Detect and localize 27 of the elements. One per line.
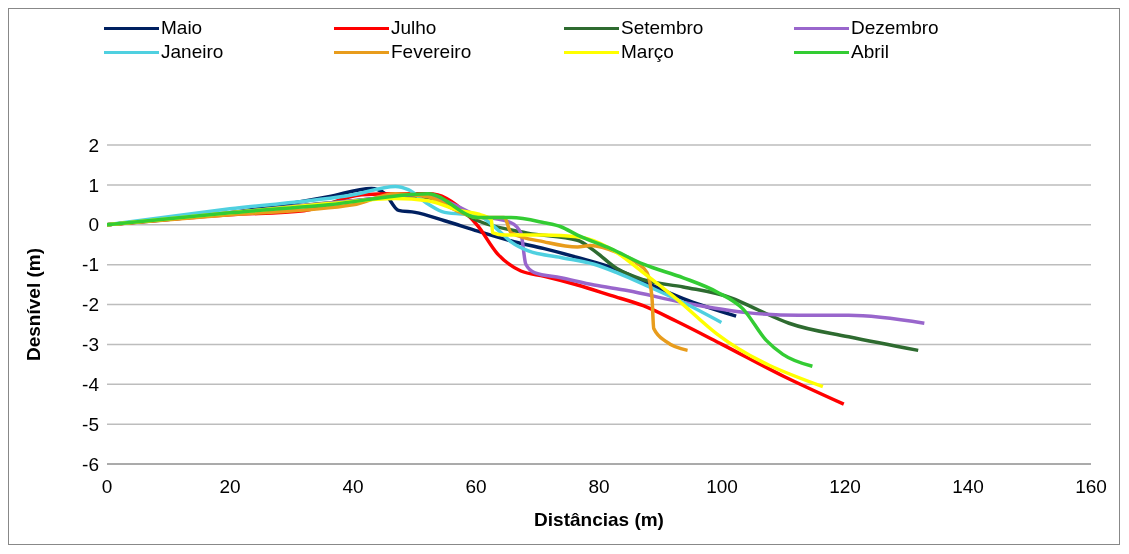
x-tick-label: 20 <box>219 476 241 498</box>
x-tick-label: 80 <box>588 476 610 498</box>
y-tick-label: -2 <box>82 294 99 316</box>
x-tick-label: 100 <box>706 476 738 498</box>
x-axis-title: Distâncias (m) <box>534 509 664 530</box>
x-tick-label: 40 <box>342 476 364 498</box>
x-tick-label: 120 <box>829 476 861 498</box>
y-tick-label: -4 <box>82 373 100 395</box>
legend-label: Julho <box>391 17 437 39</box>
y-tick-label: -6 <box>82 453 99 475</box>
y-tick-label: -3 <box>82 334 99 356</box>
y-tick-label: 1 <box>88 174 99 196</box>
legend-label: Setembro <box>621 17 704 39</box>
x-tick-label: 60 <box>465 476 487 498</box>
y-tick-label: 0 <box>88 214 99 236</box>
legend-label: Abril <box>851 41 890 63</box>
y-tick-label: 2 <box>88 134 99 156</box>
y-axis-title: Desnível (m) <box>22 248 44 361</box>
x-tick-label: 160 <box>1075 476 1107 498</box>
y-tick-label: -1 <box>82 254 99 276</box>
legend-label: Dezembro <box>851 17 939 39</box>
legend-label: Fevereiro <box>391 41 472 63</box>
legend-label: Maio <box>161 17 203 39</box>
legend-label: Março <box>621 41 674 63</box>
legend-label: Janeiro <box>161 41 224 63</box>
x-tick-label: 140 <box>952 476 984 498</box>
y-tick-label: -5 <box>82 413 99 435</box>
